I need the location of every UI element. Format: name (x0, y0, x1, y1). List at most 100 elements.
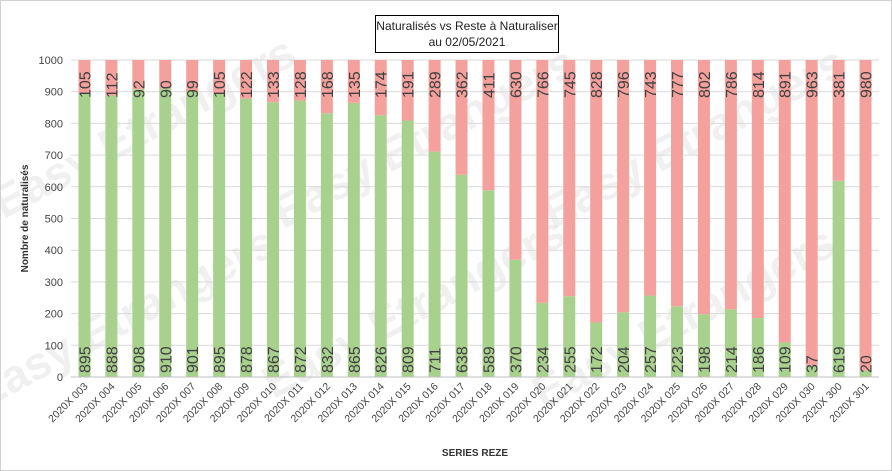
watermark-text: Easy Etrangers (263, 35, 583, 238)
bar-naturalises (132, 89, 145, 377)
data-label-reste: 90 (158, 80, 175, 98)
y-tick-label: 400 (45, 245, 63, 257)
data-label-naturalises: 255 (562, 346, 579, 373)
data-label-reste: 828 (589, 71, 606, 98)
data-label-naturalises: 214 (724, 346, 741, 373)
bar-naturalises (778, 342, 791, 377)
bar-naturalises (751, 318, 764, 377)
x-axis-title: SERIES REZE (442, 448, 508, 459)
bar-reste (536, 60, 549, 303)
data-label-naturalises: 901 (185, 346, 202, 373)
data-label-reste: 980 (859, 71, 876, 98)
data-label-reste: 133 (266, 71, 283, 98)
bar-reste (724, 60, 737, 310)
data-label-naturalises: 172 (589, 346, 606, 373)
data-label-naturalises: 20 (859, 355, 876, 373)
data-label-naturalises: 865 (347, 346, 364, 373)
data-label-reste: 112 (104, 72, 121, 98)
data-label-reste: 362 (455, 71, 472, 98)
bar-naturalises (320, 113, 333, 378)
data-label-naturalises: 908 (131, 346, 148, 373)
data-label-naturalises: 37 (805, 355, 822, 373)
data-label-reste: 891 (778, 71, 795, 98)
data-label-naturalises: 223 (670, 346, 687, 373)
data-label-reste: 381 (832, 71, 849, 98)
data-label-reste: 174 (374, 71, 391, 98)
data-label-reste: 168 (320, 71, 337, 98)
data-label-naturalises: 370 (508, 346, 525, 373)
bar-naturalises (697, 314, 710, 377)
bar-naturalises (78, 93, 91, 377)
data-label-naturalises: 826 (374, 346, 391, 373)
data-label-reste: 411 (481, 72, 498, 98)
bar-reste (617, 60, 630, 313)
bar-reste (132, 60, 145, 90)
chart-subtitle: au 02/05/2021 (428, 35, 506, 49)
bar-naturalises (455, 174, 468, 377)
data-label-reste: 191 (401, 71, 418, 98)
data-label-naturalises: 888 (104, 346, 121, 373)
bar-reste (697, 60, 710, 315)
bar-naturalises (563, 296, 576, 377)
bar-naturalises (186, 91, 199, 378)
data-label-reste: 963 (805, 71, 822, 98)
data-label-reste: 122 (239, 71, 256, 98)
bar-naturalises (671, 306, 683, 377)
bar-reste (213, 60, 226, 94)
data-label-naturalises: 872 (293, 346, 310, 373)
bar-reste (563, 60, 576, 297)
data-label-reste: 630 (508, 71, 525, 98)
bar-naturalises (832, 180, 845, 377)
data-label-naturalises: 204 (616, 346, 633, 373)
bar-naturalises (644, 295, 657, 377)
bar-reste (320, 60, 333, 114)
bar-reste (509, 60, 522, 260)
bar-naturalises (347, 102, 360, 378)
data-label-reste: 802 (697, 71, 714, 98)
bar-reste (78, 60, 91, 94)
y-tick-label: 500 (45, 214, 63, 226)
bar-naturalises (724, 309, 737, 377)
bar-reste (293, 60, 306, 101)
data-label-naturalises: 234 (535, 346, 552, 373)
bar-reste (455, 60, 468, 175)
data-label-reste: 289 (428, 71, 445, 98)
data-label-reste: 796 (616, 71, 633, 98)
bar-naturalises (859, 370, 872, 377)
chart-title-box: Naturalisés vs Reste à Naturaliser au 02… (375, 15, 559, 53)
y-tick-label: 100 (45, 340, 63, 352)
data-label-reste: 745 (562, 71, 579, 98)
y-tick-label: 900 (45, 87, 63, 99)
bar-reste (778, 60, 791, 343)
data-label-naturalises: 832 (320, 346, 337, 373)
bar-reste (590, 60, 603, 323)
bar-reste (347, 60, 360, 103)
data-label-naturalises: 895 (77, 346, 94, 373)
bar-reste (644, 60, 657, 296)
y-tick-label: 800 (45, 118, 63, 130)
y-tick-label: 300 (45, 277, 63, 289)
data-label-naturalises: 589 (481, 346, 498, 373)
bar-reste (105, 60, 118, 96)
bar-naturalises (159, 88, 172, 377)
y-tick-label: 0 (57, 372, 63, 384)
data-label-naturalises: 867 (266, 346, 283, 373)
bar-naturalises (240, 98, 253, 377)
bar-reste (401, 60, 414, 121)
bar-reste (805, 60, 818, 366)
data-label-reste: 766 (535, 71, 552, 98)
bar-naturalises (482, 190, 495, 377)
data-label-naturalises: 711 (428, 347, 445, 373)
data-labels: 895 105 888 112 908 92 910 90 901 99 895 105 878 122 8… (77, 71, 875, 373)
data-label-naturalises: 878 (239, 346, 256, 373)
bar-naturalises (590, 322, 603, 377)
data-label-naturalises: 619 (832, 346, 849, 373)
bar-naturalises (428, 151, 441, 377)
data-label-reste: 743 (643, 71, 660, 98)
data-label-reste: 105 (212, 71, 229, 98)
bars (78, 60, 872, 378)
data-label-reste: 786 (724, 71, 741, 98)
data-label-naturalises: 895 (212, 346, 229, 373)
bar-reste (859, 60, 872, 371)
